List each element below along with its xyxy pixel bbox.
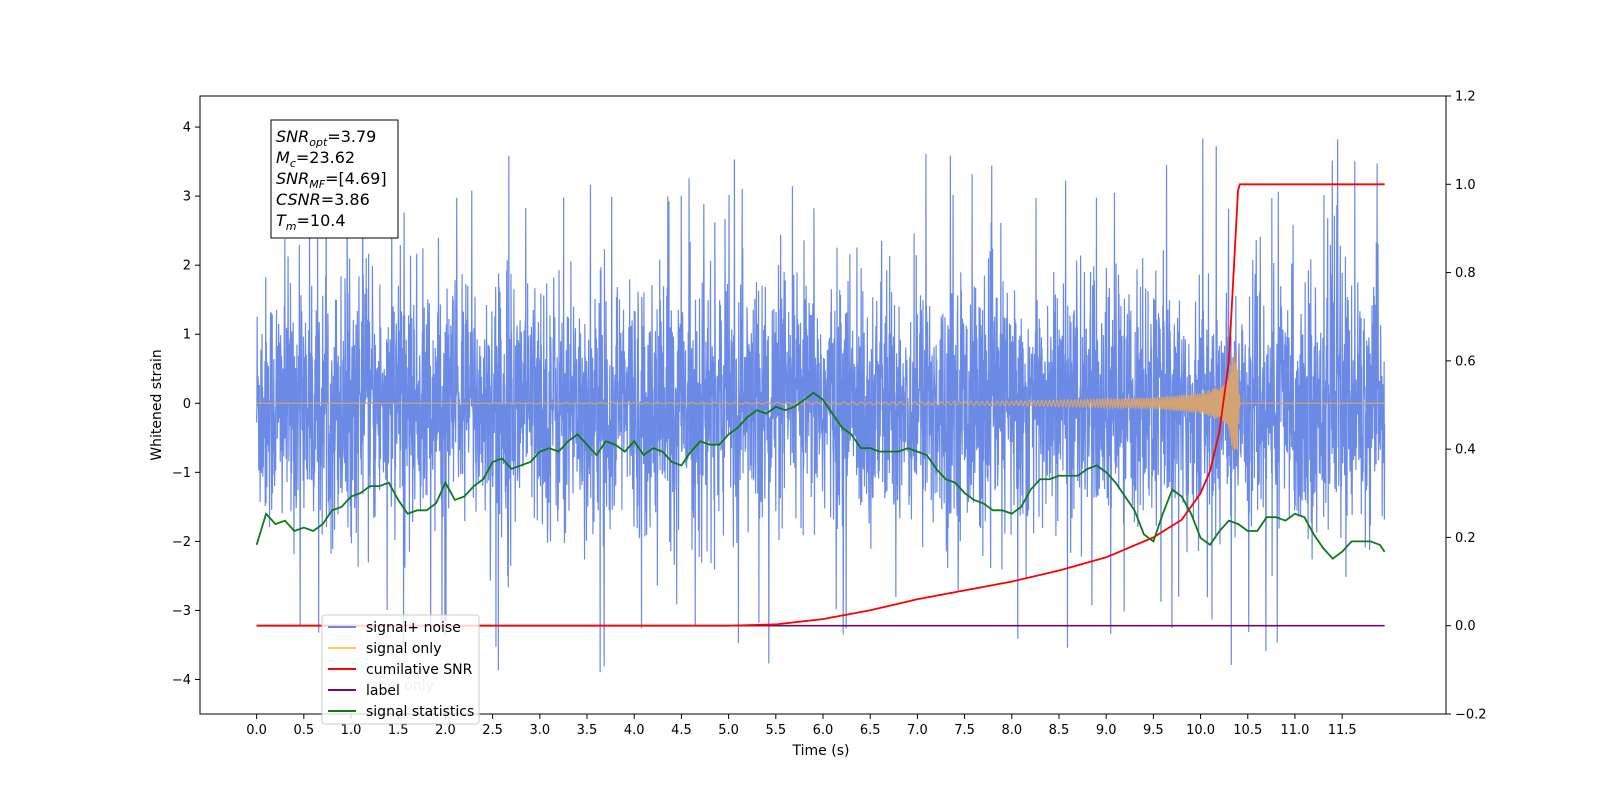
x-tick-label: 9.0 [1096, 723, 1117, 738]
y2-tick-label: 1.2 [1455, 90, 1476, 105]
annotation-line: SNRMF=[4.69] [276, 169, 387, 191]
x-tick-label: 8.0 [1001, 723, 1022, 738]
legend-entry: signal only [366, 641, 441, 657]
x-tick-label: 9.5 [1143, 723, 1164, 738]
y2-tick-label: 0.0 [1455, 619, 1476, 634]
x-tick-label: 1.0 [341, 723, 362, 738]
series-signal-statistics [255, 391, 1386, 560]
x-tick-label: 11.0 [1280, 723, 1309, 738]
x-tick-label: 10.5 [1233, 723, 1262, 738]
legend-entry: signal statistics [366, 704, 474, 720]
x-tick-label: 8.5 [1049, 723, 1070, 738]
x-axis-label: Time (s) [792, 743, 850, 759]
x-tick-label: 3.0 [529, 723, 550, 738]
legend-entry: signal+ noise [366, 620, 461, 636]
y-tick-label: 2 [183, 259, 191, 274]
x-tick-label: 7.5 [954, 723, 975, 738]
y2-tick-label: 0.4 [1455, 443, 1476, 458]
x-tick-label: 6.0 [813, 723, 834, 738]
y-tick-label: 3 [183, 190, 191, 205]
x-tick-label: 6.5 [860, 723, 881, 738]
y-axis-left: −4 −3 −2 −1 0 1 2 3 4 [172, 121, 200, 688]
y-tick-label: −1 [172, 466, 191, 481]
y2-tick-label: 0.6 [1455, 354, 1476, 369]
x-tick-label: 3.5 [577, 723, 598, 738]
y2-tick-label: 1.0 [1455, 178, 1476, 193]
y-axis-right: −0.2 0.0 0.2 0.4 0.6 0.8 1.0 1.2 [1446, 90, 1487, 723]
annotation-box: SNRopt=3.79Mc=23.62SNRMF=[4.69]CSNR=3.86… [270, 119, 399, 239]
legend-entry: cumilative SNR [366, 662, 473, 678]
x-tick-label: 11.5 [1328, 723, 1357, 738]
annotation-line: Mc=23.62 [276, 148, 355, 170]
annotation-line: SNRopt=3.79 [276, 127, 376, 149]
legend-entry: label [366, 683, 400, 699]
x-tick-label: 0.5 [293, 723, 314, 738]
annotation-line: CSNR=3.86 [276, 190, 370, 209]
x-tick-label: 2.0 [435, 723, 456, 738]
y-tick-label: −2 [172, 535, 191, 550]
x-tick-label: 5.0 [718, 723, 739, 738]
x-tick-label: 4.5 [671, 723, 692, 738]
x-tick-label: 10.0 [1186, 723, 1215, 738]
y2-tick-label: −0.2 [1455, 708, 1487, 723]
y-tick-label: −4 [172, 673, 191, 688]
x-tick-label: 1.5 [388, 723, 409, 738]
y-tick-label: −3 [172, 604, 191, 619]
series-signal-only [256, 348, 1385, 451]
y-axis-label: Whitened strain [149, 349, 165, 460]
legend-frame [321, 614, 480, 725]
x-tick-label: 5.5 [765, 723, 786, 738]
x-tick-label: 4.0 [624, 723, 645, 738]
annotation-frame [270, 119, 399, 239]
x-axis: 0.0 0.5 1.0 1.5 2.0 2.5 3.0 3.5 4.0 4.5 5.0 5.5 6.0 6… [246, 714, 1357, 738]
series-layer [255, 136, 1386, 673]
y-tick-label: 4 [183, 121, 191, 136]
y2-tick-label: 0.8 [1455, 266, 1476, 281]
x-tick-label: 0.0 [246, 723, 267, 738]
x-tick-label: 7.0 [907, 723, 928, 738]
x-tick-label: 2.5 [482, 723, 503, 738]
y-tick-label: 0 [183, 397, 191, 412]
y-tick-label: 1 [183, 328, 191, 343]
y2-tick-label: 0.2 [1455, 531, 1476, 546]
annotation-line: Tm=10.4 [276, 211, 346, 233]
